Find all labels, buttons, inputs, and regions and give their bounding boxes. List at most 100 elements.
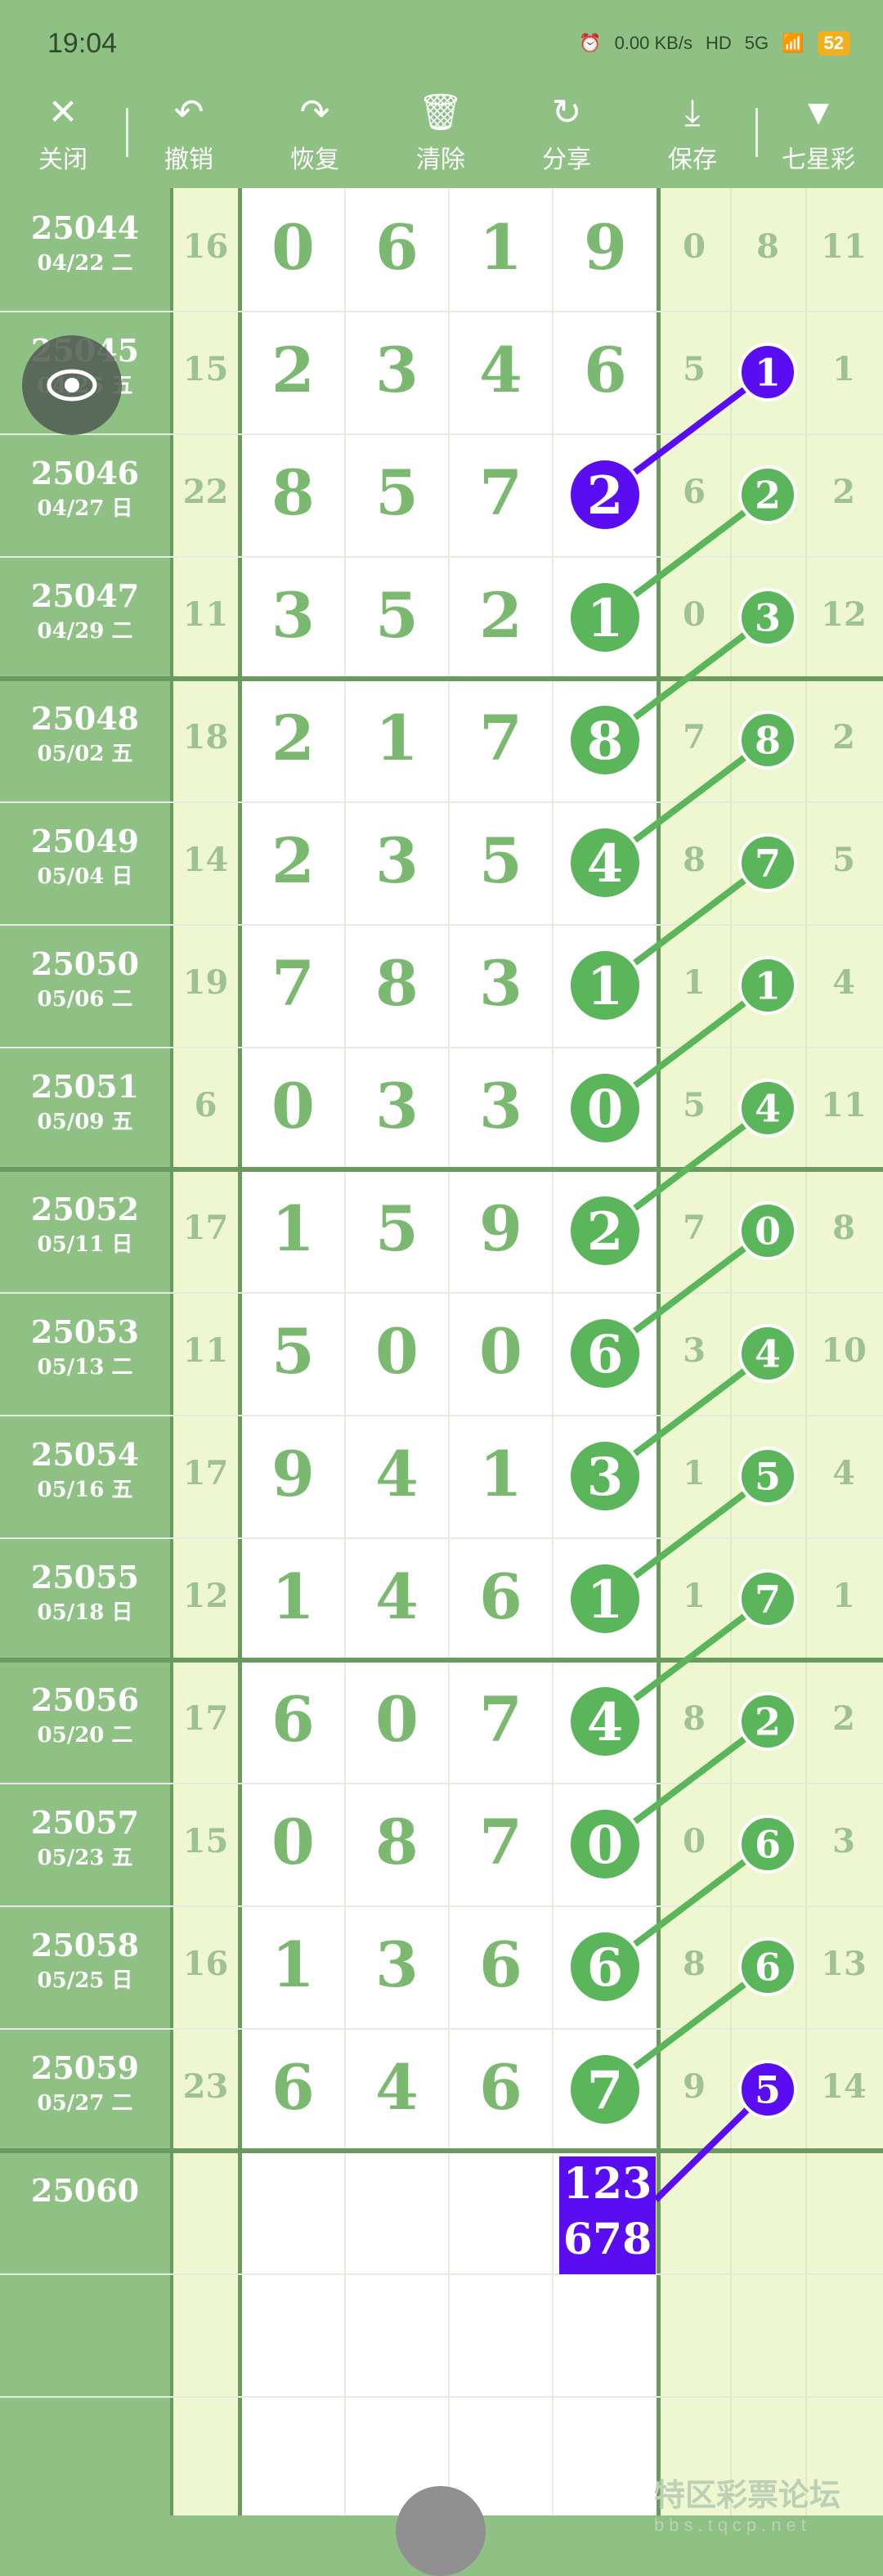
toolbar-label: 关闭 [38,146,87,173]
toolbar-close-button[interactable]: ✕ 关闭 [0,82,126,186]
toolbar-label: 保存 [668,146,717,173]
digit-cell: 5 [375,1192,419,1265]
digit-cell: 4 [375,2051,419,2124]
highlight-digit-circle: 2 [567,457,643,532]
right-value: 10 [821,1331,867,1370]
highlight-digit-circle: 0 [567,1070,643,1146]
digit-cell: 1 [479,211,522,284]
circle-label: 5 [755,2068,781,2112]
right-value: 8 [756,227,779,266]
digit-cell: 2 [271,702,315,774]
right-value: 4 [832,963,855,1002]
digit-cell: 1 [271,1560,315,1633]
sum-value: 6 [194,1086,217,1124]
right-value: 4 [832,1454,855,1492]
digit-cell: 5 [375,456,419,529]
issue-cell: 25051 05/09 五 [0,1047,170,1135]
column-divider [657,188,661,2515]
digit-cell: 1 [271,1928,315,2001]
table-row: 25051 05/09 五 6 0 3 3 5 11 [0,1047,883,1169]
highlight-digit-circle: 1 [567,1561,643,1636]
digit-cell: 0 [271,1806,315,1878]
toolbar-label: 撤销 [164,146,213,173]
toolbar: ✕ 关闭 ↶ 撤销 ↷ 恢复 🗑 清除 ↻ 分享 ⤓ 保存 ▼ 七星彩 [0,82,883,186]
row-divider [0,2028,883,2030]
circle-label: 2 [755,1700,781,1744]
right-value: 7 [683,1209,706,1247]
issue-number: 25050 [30,945,140,982]
digit-cell: 0 [271,1070,315,1142]
sum-value: 17 [182,1209,229,1247]
digit-cell: 7 [479,702,522,774]
toolbar-download-button[interactable]: ⤓ 保存 [630,82,755,186]
toolbar-share-button[interactable]: ↻ 分享 [504,82,630,186]
right-marker-circle: 5 [738,2060,797,2119]
issue-number: 25044 [30,209,140,246]
issue-cell: 25053 05/13 二 [0,1292,170,1380]
digit-cell: 7 [479,456,522,529]
issue-date: 05/02 五 [37,742,133,766]
circle-label: 2 [587,465,624,527]
highlight-digit-circle: 4 [567,825,643,900]
circle-label: 0 [587,1079,624,1140]
issue-number: 25053 [30,1313,140,1350]
signal-label: 5G [744,33,769,53]
circle-label: 7 [587,2060,624,2121]
column-divider [805,188,807,2515]
digit-cell: 5 [271,1315,315,1388]
right-value: 14 [821,2067,867,2106]
column-divider [448,188,450,2515]
table-row: 25057 05/23 五 15 0 8 7 0 3 [0,1783,883,1905]
dropdown-icon: ▼ [800,92,836,132]
right-marker-circle: 3 [738,588,797,647]
highlight-digit-circle: 3 [567,1438,643,1514]
issue-cell: 25056 05/20 二 [0,1660,170,1748]
right-value: 0 [683,595,706,634]
digit-cell: 0 [271,211,315,284]
watermark: 特区彩票论坛 bbs.tqcp.net [654,2470,840,2536]
issue-cell: 25052 05/11 日 [0,1169,170,1258]
issue-number: 25057 [30,1804,140,1841]
sum-value: 11 [182,1331,229,1370]
row-divider [0,801,883,803]
issue-cell: 25048 05/02 五 [0,679,170,767]
issue-cell: 25055 05/18 日 [0,1537,170,1626]
right-value: 7 [683,718,706,756]
circle-label: 4 [755,1332,781,1376]
highlight-digit-circle: 1 [567,580,643,655]
digit-cell: 6 [479,1560,522,1633]
highlight-digit-circle: 4 [567,1684,643,1759]
right-value: 2 [832,1699,855,1738]
highlight-digit-circle: 0 [567,1806,643,1882]
eye-toggle-button[interactable] [22,335,122,435]
trend-lines-overlay: 1 2 2 1 3 8 8 4 7 1 1 0 4 2 0 6 4 3 5 1 7 4 2 0 6 6 6 7 5 [567,343,797,2202]
toolbar-undo-button[interactable]: ↶ 撤销 [126,82,252,186]
issue-date: 04/29 二 [37,619,133,644]
sum-value: 12 [182,1577,229,1615]
circle-label: 8 [587,711,624,772]
circle-label: 4 [587,833,624,895]
right-marker-circle: 8 [738,711,797,770]
digit-cell: 0 [375,1315,419,1388]
row-divider [0,2148,883,2153]
digit-cell: 2 [271,824,315,897]
issue-date: 04/27 日 [37,496,133,521]
row-divider [0,1537,883,1539]
digit-cell: 1 [375,702,419,774]
right-marker-circle: 2 [738,465,797,524]
digit-cell: 0 [375,1683,419,1756]
toolbar-redo-button[interactable]: ↷ 恢复 [252,82,378,186]
scroll-up-button[interactable] [396,2486,486,2576]
right-value: 1 [683,963,706,1002]
toolbar-divider [755,108,758,157]
toolbar-dropdown-button[interactable]: ▼ 七星彩 [755,82,881,186]
digit-cell: 2 [479,579,522,652]
column-divider [730,188,732,2515]
right-value: 2 [832,718,855,756]
circle-label: 1 [755,351,781,395]
column-divider [552,188,554,2515]
right-marker-circle: 4 [738,1079,797,1138]
right-value: 1 [683,1577,706,1615]
toolbar-trash-button[interactable]: 🗑 清除 [378,82,504,186]
issue-date: 05/20 二 [37,1723,133,1748]
